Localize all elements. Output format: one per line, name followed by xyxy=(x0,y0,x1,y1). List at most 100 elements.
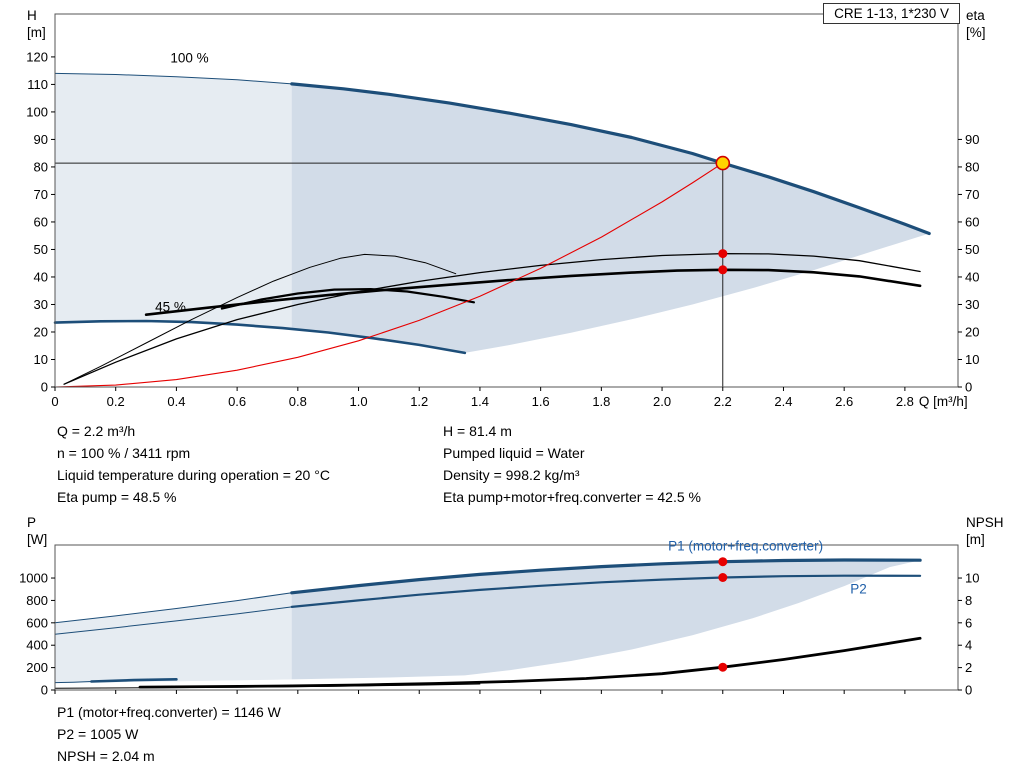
tick-label: 2.4 xyxy=(774,394,792,409)
pmin-curve xyxy=(90,677,178,683)
p2-curve xyxy=(290,574,922,609)
pump-curve-min-speed xyxy=(53,319,467,355)
result-line: P2 = 1005 W xyxy=(57,726,139,742)
tick-label: 10 xyxy=(965,571,979,586)
result-line: P1 (motor+freq.converter) = 1146 W xyxy=(57,704,281,720)
tick-label: 400 xyxy=(26,638,48,653)
qh-chart: 0 10 20 30 40 50 60 70 80 90 100 110 120 0 10 20 30 40 50 6… xyxy=(26,8,985,409)
tick-label: 0 xyxy=(965,380,972,395)
tick-label: 50 xyxy=(965,242,979,257)
result-line: Liquid temperature during operation = 20… xyxy=(57,467,330,483)
eta-pump-curve xyxy=(63,252,921,385)
eta-pump-reduced-curve xyxy=(63,253,457,385)
duty-point xyxy=(715,155,731,171)
p2-lead xyxy=(54,606,293,635)
tick-label: 1000 xyxy=(19,571,48,586)
tick-label: 4 xyxy=(965,638,972,653)
tick-label: 0.8 xyxy=(289,394,307,409)
tick-label: 30 xyxy=(34,297,48,312)
axis-title-right: NPSH xyxy=(966,515,1004,530)
tick-label: 40 xyxy=(34,269,48,284)
p1-lead xyxy=(54,592,293,624)
axis-title-right: eta xyxy=(966,8,985,23)
axis-title-right: [%] xyxy=(966,25,986,40)
axis-title-left: [m] xyxy=(27,25,46,40)
tick-label: 2.0 xyxy=(653,394,671,409)
tick-label: 10 xyxy=(965,352,979,367)
tick-label: 120 xyxy=(26,49,48,64)
tick-label: 110 xyxy=(27,77,48,92)
tick-label: 0 xyxy=(41,380,48,395)
axis-title-x: Q [m³/h] xyxy=(919,394,968,409)
tick-label: 20 xyxy=(34,324,48,339)
tick-label: 0 xyxy=(51,394,58,409)
speed-control-envelope xyxy=(55,73,930,353)
tick-label: 70 xyxy=(965,187,979,202)
tick-label: 30 xyxy=(965,297,979,312)
power-envelope-left-lighter xyxy=(55,592,292,683)
tick-label: 8 xyxy=(965,593,972,608)
tick-label: 2.8 xyxy=(896,394,914,409)
tick-label: 0 xyxy=(41,683,48,698)
axis-title-left: [W] xyxy=(27,532,47,547)
tick-label: 0 xyxy=(965,683,972,698)
p2-point xyxy=(718,573,728,582)
envelope-left-lighter xyxy=(55,73,292,329)
pmin-lead xyxy=(54,681,92,684)
tick-label: 80 xyxy=(34,159,48,174)
tick-label: 20 xyxy=(965,324,979,339)
result-line: NPSH = 2.04 m xyxy=(57,748,155,764)
tick-label: 80 xyxy=(965,159,979,174)
result-line: Eta pump = 48.5 % xyxy=(57,489,177,505)
result-line: H = 81.4 m xyxy=(443,423,512,439)
axis-title-right: [m] xyxy=(966,532,985,547)
tick-label: 40 xyxy=(965,269,979,284)
p1-curve xyxy=(290,558,922,595)
power-npsh-chart-frame xyxy=(54,544,959,691)
tick-label: 1.4 xyxy=(471,394,489,409)
eta-total-reduced-curve xyxy=(220,288,475,310)
pump-curve-100-lead xyxy=(54,72,293,85)
tick-label: 2.6 xyxy=(835,394,853,409)
tick-label: 90 xyxy=(34,132,48,147)
result-line: n = 100 % / 3411 rpm xyxy=(57,445,191,461)
speed-100-label: 100 % xyxy=(170,50,208,65)
tick-label: 90 xyxy=(965,132,979,147)
tick-label: 1.0 xyxy=(349,394,367,409)
tick-label: 60 xyxy=(34,214,48,229)
pump-curve-100 xyxy=(290,82,931,236)
power-results: P1 (motor+freq.converter) = 1146 W P2 = … xyxy=(57,701,281,767)
tick-label: 1.6 xyxy=(532,394,550,409)
tick-label: 100 xyxy=(26,104,48,119)
tick-label: 2 xyxy=(965,660,972,675)
tick-label: 1.8 xyxy=(592,394,610,409)
npsh-curve xyxy=(138,636,922,689)
result-line: Density = 998.2 kg/m³ xyxy=(443,467,580,483)
tick-label: 6 xyxy=(965,615,972,630)
result-line: Eta pump+motor+freq.converter = 42.5 % xyxy=(443,489,701,505)
npsh-point xyxy=(718,662,728,672)
eta-total-point xyxy=(718,265,728,275)
power-envelope xyxy=(55,560,921,683)
tick-label: 0.2 xyxy=(107,394,125,409)
tick-label: 1.2 xyxy=(410,394,428,409)
system-curve xyxy=(54,162,724,388)
tick-label: 800 xyxy=(26,593,48,608)
eta-pump-point xyxy=(718,249,728,259)
power-npsh-chart: 0 200 400 600 800 1000 0 2 4 6 8 10 P [W] NPSH [m] P1 (m… xyxy=(19,515,1003,698)
tick-label: 600 xyxy=(26,615,48,630)
tick-label: 2.2 xyxy=(714,394,732,409)
tick-label: 0.4 xyxy=(167,394,185,409)
duty-results-right: H = 81.4 m Pumped liquid = Water Density… xyxy=(443,420,701,508)
duty-results-left: Q = 2.2 m³/h n = 100 % / 3411 rpm Liquid… xyxy=(57,420,330,508)
tick-label: 0.6 xyxy=(228,394,246,409)
axis-title-left: P xyxy=(27,515,36,530)
pump-title-box: CRE 1-13, 1*230 V xyxy=(823,3,960,24)
p1-curve-label: P1 (motor+freq.converter) xyxy=(668,539,823,554)
qh-chart-frame xyxy=(54,13,959,388)
tick-label: 50 xyxy=(34,242,48,257)
p2-curve-label: P2 xyxy=(850,582,867,597)
result-line: Q = 2.2 m³/h xyxy=(57,423,136,439)
p1-point xyxy=(718,557,728,567)
